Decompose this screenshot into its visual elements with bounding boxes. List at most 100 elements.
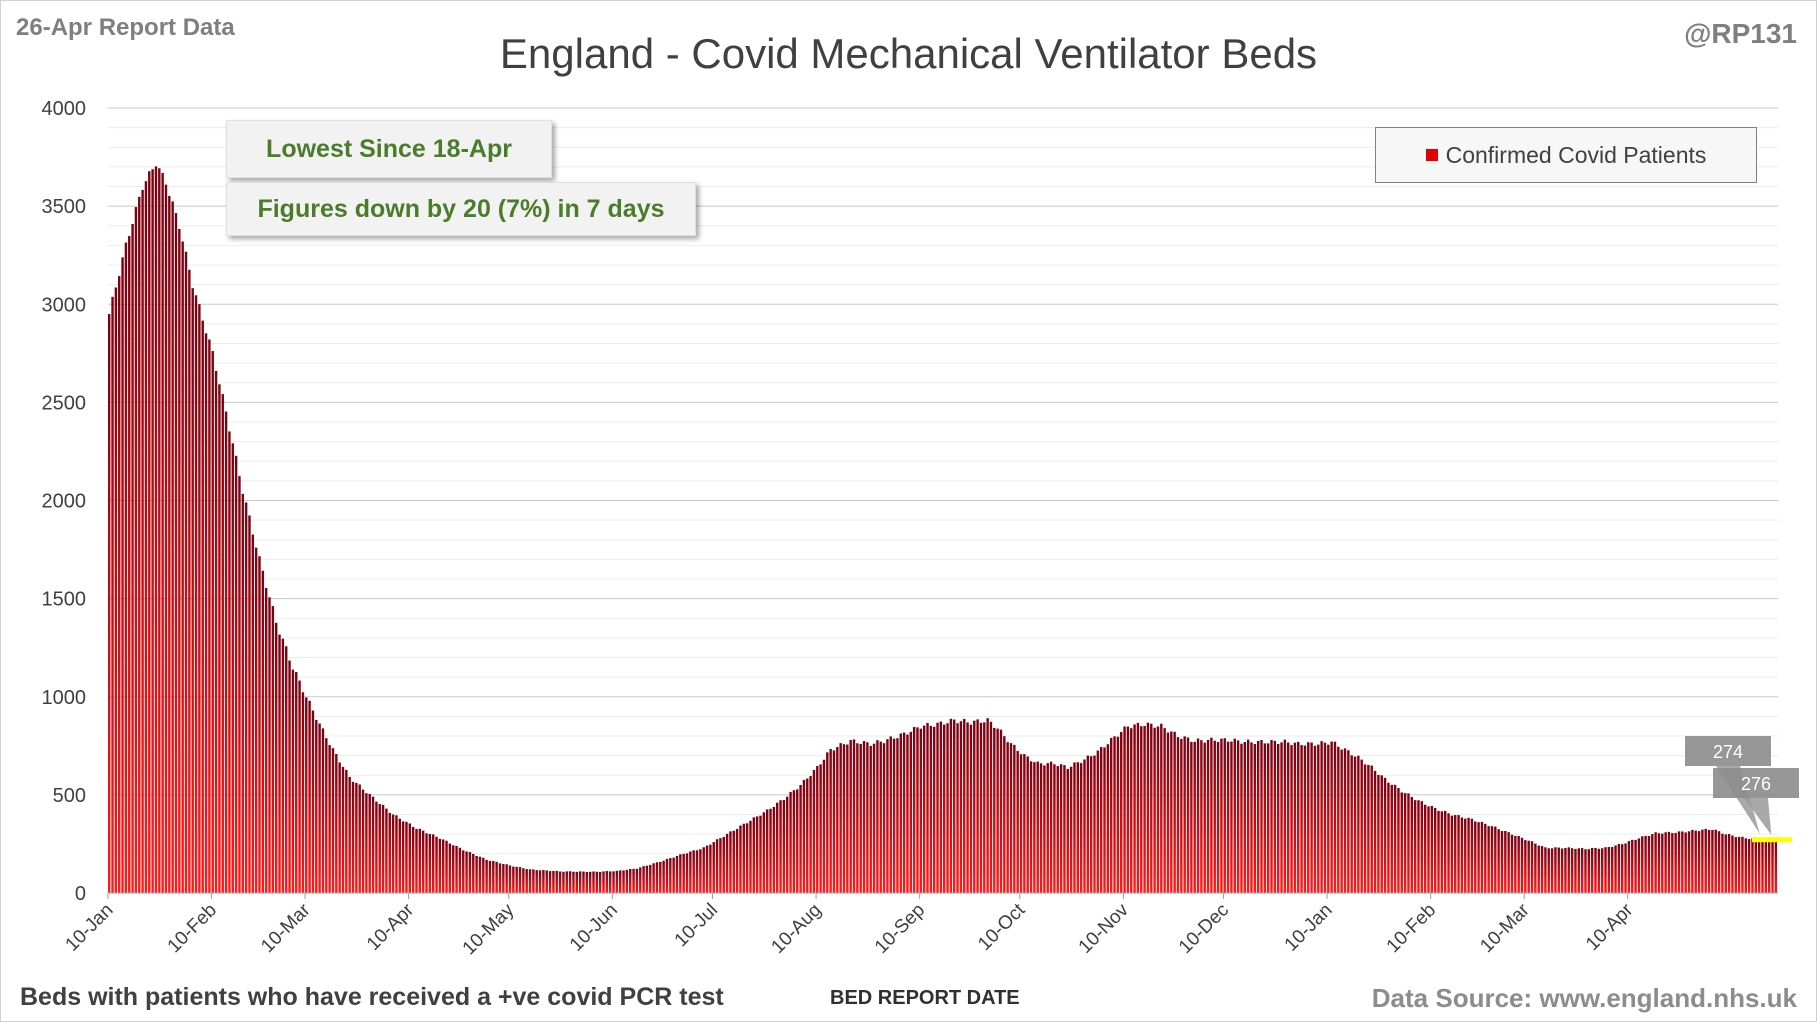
bar <box>1614 845 1617 893</box>
bar <box>1621 844 1624 893</box>
bar <box>1627 841 1631 893</box>
bar <box>552 871 555 893</box>
bar <box>973 720 976 893</box>
bar <box>829 748 832 893</box>
bar <box>1600 848 1604 893</box>
x-tick-label: 10-Sep <box>871 900 929 958</box>
bar <box>1607 847 1611 893</box>
bar <box>565 871 568 893</box>
bar <box>1156 726 1160 893</box>
bar <box>1136 722 1140 893</box>
bar <box>1671 833 1674 893</box>
bar <box>812 769 816 893</box>
bar <box>1494 826 1497 893</box>
bar <box>1066 768 1069 893</box>
bar <box>258 556 261 893</box>
bar <box>1641 836 1644 893</box>
bar <box>1260 740 1263 893</box>
bar <box>482 857 485 893</box>
bar <box>1420 801 1424 893</box>
bar <box>288 660 291 893</box>
bar <box>1497 829 1500 893</box>
bar <box>1166 732 1170 893</box>
bar <box>1544 847 1547 893</box>
bar <box>428 833 432 893</box>
bar <box>468 852 472 893</box>
bar <box>989 721 993 893</box>
x-tick-label: 10-Mar <box>1476 899 1534 957</box>
bar <box>1233 738 1236 893</box>
bar <box>398 818 401 893</box>
bar <box>759 815 762 893</box>
bar <box>1557 847 1560 893</box>
bar <box>261 570 265 893</box>
bar <box>234 455 238 893</box>
bar <box>1597 848 1601 893</box>
bar <box>1577 848 1580 893</box>
bar <box>218 384 221 893</box>
bar <box>1193 741 1196 893</box>
bar <box>365 793 368 893</box>
bar <box>612 871 615 893</box>
bar <box>866 742 869 893</box>
bar <box>478 856 482 893</box>
y-tick-label: 1000 <box>42 687 87 709</box>
bar <box>1263 743 1267 893</box>
bar <box>1053 764 1056 893</box>
bar <box>1617 844 1621 893</box>
bar <box>1059 764 1063 893</box>
bar <box>1220 738 1223 893</box>
x-tick-label: 10-Feb <box>164 900 221 957</box>
latest-label-b-pointer <box>1744 798 1772 835</box>
bar <box>1153 727 1156 893</box>
bar <box>1393 784 1397 893</box>
bar <box>1741 836 1744 893</box>
bar <box>1246 739 1250 893</box>
bar <box>1083 759 1086 893</box>
bar <box>198 304 201 893</box>
bar <box>652 863 655 893</box>
bar <box>912 726 916 893</box>
bar <box>285 646 288 893</box>
bar <box>1634 839 1637 893</box>
bar <box>1647 835 1651 893</box>
bar <box>1524 840 1527 893</box>
data-source: Data Source: www.england.nhs.uk <box>1371 983 1797 1013</box>
bar <box>328 745 331 893</box>
bar <box>425 833 428 893</box>
bar <box>1534 843 1537 893</box>
bar <box>1236 740 1240 893</box>
bar <box>181 241 184 893</box>
bar <box>892 738 896 893</box>
bar <box>578 871 582 893</box>
bars <box>108 166 1778 894</box>
bar <box>1073 762 1076 893</box>
bar <box>986 718 989 893</box>
bar <box>1266 743 1270 893</box>
bar <box>1747 839 1751 893</box>
bar <box>682 853 685 893</box>
bar <box>221 394 224 893</box>
bar <box>1307 742 1310 893</box>
bar <box>1757 839 1761 893</box>
bar <box>1180 738 1183 893</box>
report-date-label: 26-Apr Report Data <box>16 14 235 41</box>
bar <box>936 722 939 893</box>
bar <box>939 721 943 893</box>
bar <box>301 692 305 893</box>
bar <box>1464 818 1467 893</box>
bar <box>816 765 819 893</box>
bar <box>1657 833 1661 893</box>
bar <box>1691 829 1694 893</box>
latest-label-b-box <box>1713 768 1799 798</box>
bar <box>378 803 381 893</box>
bar <box>305 697 308 893</box>
bar <box>448 843 452 893</box>
bar <box>1677 831 1681 893</box>
bar <box>742 823 745 893</box>
bar <box>1130 728 1133 893</box>
bar <box>528 869 532 893</box>
bar <box>1009 743 1013 893</box>
author-handle: @RP131 <box>1684 18 1797 49</box>
bar <box>1343 748 1347 893</box>
